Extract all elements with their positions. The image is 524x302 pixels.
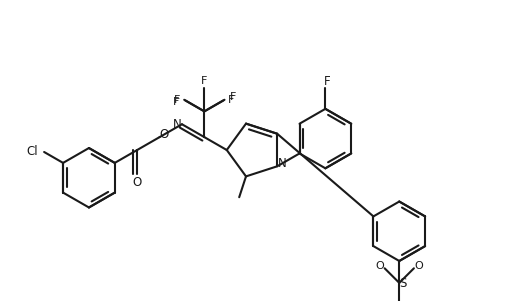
Text: N: N <box>278 157 287 170</box>
Text: F: F <box>228 95 235 105</box>
Text: O: O <box>133 176 142 189</box>
Text: O: O <box>375 261 384 271</box>
Text: F: F <box>230 92 236 102</box>
Text: F: F <box>201 76 208 86</box>
Text: F: F <box>324 75 331 88</box>
Text: O: O <box>414 261 423 271</box>
Text: O: O <box>159 128 168 141</box>
Text: F: F <box>173 97 179 107</box>
Text: N: N <box>172 118 181 131</box>
Text: S: S <box>400 277 407 290</box>
Text: F: F <box>174 95 180 105</box>
Text: Cl: Cl <box>27 146 38 159</box>
